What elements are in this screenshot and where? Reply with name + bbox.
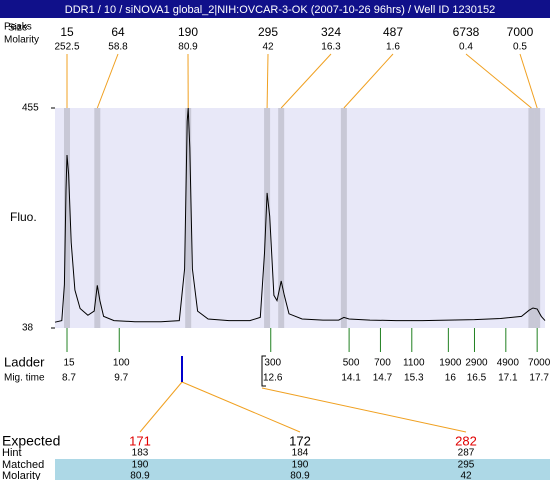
table-cell: 184 bbox=[292, 448, 309, 459]
matched-band bbox=[55, 459, 550, 480]
table-cell: 287 bbox=[458, 448, 475, 459]
ladder-time: 14.7 bbox=[373, 373, 393, 384]
table-cell: 42 bbox=[460, 471, 472, 480]
peak-connector bbox=[96, 53, 119, 109]
table-cell: 295 bbox=[458, 460, 475, 471]
peak-molarity: 252.5 bbox=[54, 42, 79, 53]
ladder-label: Ladder bbox=[4, 354, 45, 369]
peak-stripe bbox=[64, 108, 71, 328]
table-cell: 282 bbox=[455, 433, 477, 448]
ladder-size: 1100 bbox=[403, 358, 425, 369]
ladder-size: 1900 bbox=[439, 358, 462, 369]
connector bbox=[139, 381, 183, 433]
peak-molarity: 0.5 bbox=[513, 42, 527, 53]
ladder-time: 17.1 bbox=[498, 373, 518, 384]
title-bar bbox=[0, 0, 550, 18]
peak-stripe bbox=[340, 108, 347, 328]
ladder-size: 500 bbox=[343, 358, 360, 369]
ladder-size: 2900 bbox=[465, 358, 488, 369]
peak-stripe bbox=[534, 108, 541, 328]
table-cell: 183 bbox=[132, 448, 149, 459]
peak-size: 487 bbox=[383, 25, 403, 39]
row-label: Hint bbox=[2, 447, 22, 459]
peaks-header: Peaks bbox=[4, 22, 32, 33]
table-cell: 80.9 bbox=[130, 471, 150, 480]
peak-size: 190 bbox=[178, 25, 198, 39]
match-bracket bbox=[261, 355, 266, 387]
peak-size: 295 bbox=[258, 25, 278, 39]
ladder-size: 15 bbox=[63, 358, 75, 369]
ladder-time: 9.7 bbox=[114, 373, 128, 384]
peak-molarity: 80.9 bbox=[178, 42, 198, 53]
peak-size: 15 bbox=[60, 25, 74, 39]
table-cell: 171 bbox=[129, 433, 151, 448]
ladder-time: 15.3 bbox=[404, 373, 424, 384]
peak-size: 64 bbox=[111, 25, 125, 39]
ladder-time: 14.1 bbox=[341, 373, 361, 384]
peak-size: 7000 bbox=[507, 25, 534, 39]
trace bbox=[54, 107, 546, 323]
peak-molarity: 16.3 bbox=[321, 42, 341, 53]
ladder-time: 12.6 bbox=[263, 373, 283, 384]
ladder-size: 100 bbox=[113, 358, 130, 369]
table-cell: 190 bbox=[132, 460, 149, 471]
row-label: Matched bbox=[2, 459, 44, 471]
peak-molarity: 1.6 bbox=[386, 42, 400, 53]
table-cell: 172 bbox=[289, 433, 311, 448]
y-axis-label: Fluo. bbox=[10, 210, 37, 224]
ladder-size: 7000 bbox=[528, 358, 550, 369]
row-label: Expected bbox=[2, 433, 60, 449]
peak-molarity: 0.4 bbox=[459, 42, 473, 53]
peak-stripe bbox=[278, 108, 285, 328]
connector bbox=[261, 387, 467, 433]
peak-stripe bbox=[528, 108, 535, 328]
y-tick-label: 455 bbox=[22, 103, 39, 114]
peak-connector bbox=[343, 53, 394, 109]
peak-size: 6738 bbox=[453, 25, 480, 39]
ladder-time: 16 bbox=[445, 373, 457, 384]
size-header: Size bbox=[8, 23, 28, 34]
table-cell: 190 bbox=[292, 460, 309, 471]
ladder-time: 17.7 bbox=[529, 373, 549, 384]
ladder-size: 300 bbox=[264, 358, 281, 369]
plot-area bbox=[55, 108, 545, 328]
peak-connector bbox=[280, 53, 332, 109]
mig-time-label: Mig. time bbox=[4, 373, 45, 384]
peak-stripe bbox=[185, 108, 192, 328]
row-label: Molarity bbox=[2, 470, 41, 480]
ladder-time: 16.5 bbox=[467, 373, 487, 384]
ladder-time: 8.7 bbox=[62, 373, 76, 384]
connector bbox=[181, 381, 301, 433]
peak-connector bbox=[519, 53, 538, 109]
y-tick-label: 38 bbox=[22, 323, 34, 334]
peak-connector bbox=[465, 53, 532, 109]
peak-molarity: 42 bbox=[262, 42, 274, 53]
table-cell: 80.9 bbox=[290, 471, 310, 480]
peak-molarity: 58.8 bbox=[108, 42, 128, 53]
molarity-header: Molarity bbox=[4, 35, 39, 46]
ladder-size: 4900 bbox=[497, 358, 520, 369]
peak-size: 324 bbox=[321, 25, 341, 39]
peak-connector bbox=[266, 53, 269, 109]
peak-stripe bbox=[94, 108, 101, 328]
ladder-size: 700 bbox=[374, 358, 391, 369]
title: DDR1 / 10 / siNOVA1 global_2|NIH:OVCAR-3… bbox=[65, 4, 495, 16]
peak-stripe bbox=[264, 108, 271, 328]
